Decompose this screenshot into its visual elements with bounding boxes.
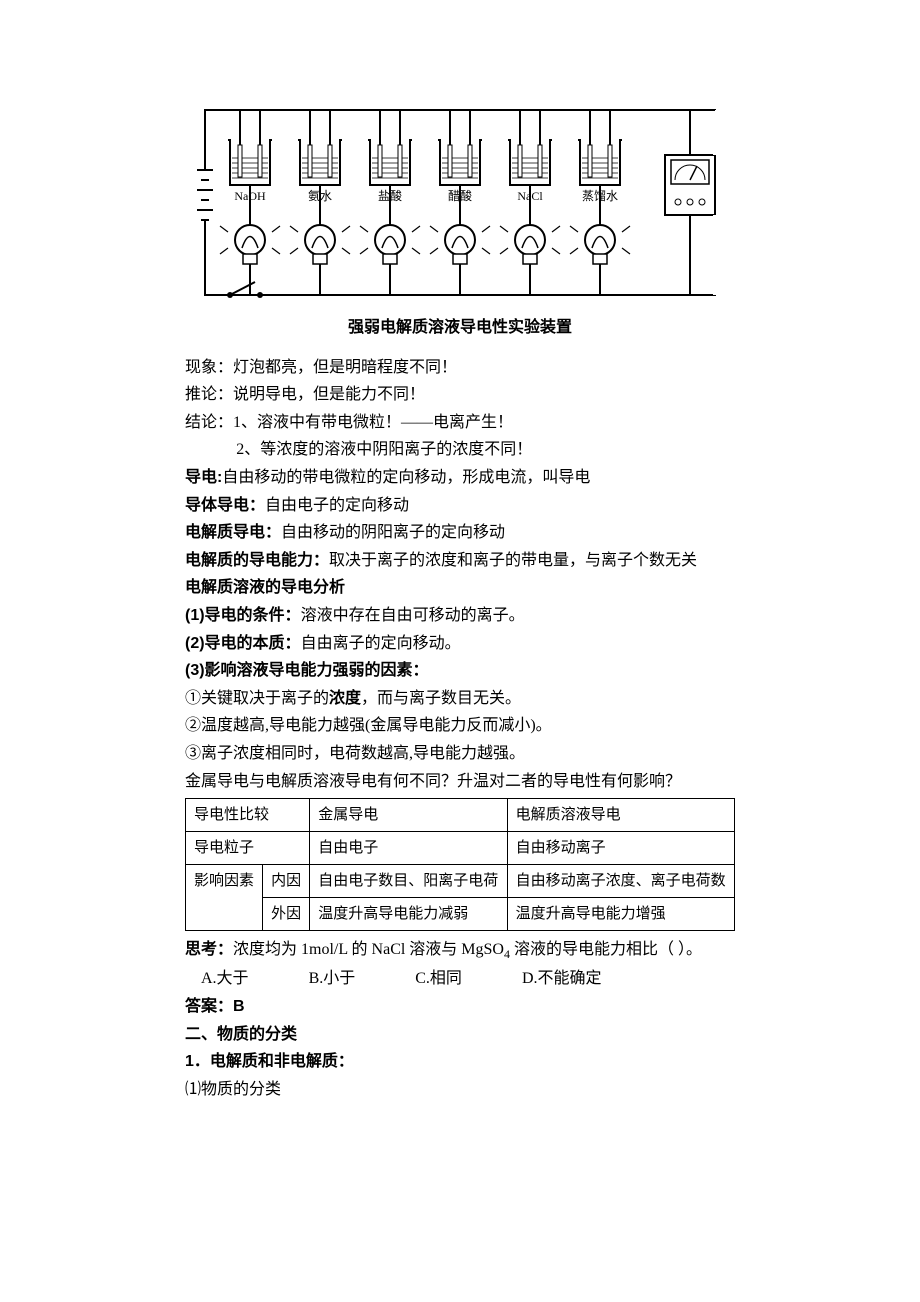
text: 自由移动的阴阳离子的定向移动 xyxy=(281,524,505,541)
label: 现象： xyxy=(185,359,233,376)
label: 思考： xyxy=(185,941,233,958)
factor-3: ③离子浓度相同时，电荷数越高,导电能力越强。 xyxy=(185,741,735,767)
keyword: 浓度 xyxy=(329,690,361,707)
label: 推论： xyxy=(185,386,233,403)
label: 电解质导电： xyxy=(185,524,281,541)
row-internal-metal: 自由电子数目、阳离子电荷 xyxy=(310,865,507,898)
label: (1)导电的条件： xyxy=(185,607,301,624)
point-1: (1)导电的条件：溶液中存在自由可移动的离子。 xyxy=(185,603,735,629)
text: 自由电子的定向移动 xyxy=(265,497,409,514)
row-external-metal: 温度升高导电能力减弱 xyxy=(310,898,507,931)
factor-1: ①关键取决于离子的浓度，而与离子数目无关。 xyxy=(185,686,735,712)
table-row: 外因 温度升高导电能力减弱 温度升高导电能力增强 xyxy=(186,898,735,931)
experiment-diagram: NaOH氨水盐酸醋酸NaCl蒸馏水 xyxy=(195,100,725,305)
cell-3: 醋酸 xyxy=(430,110,490,295)
text: 取决于离子的浓度和离子的带电量，与离子个数无关 xyxy=(329,552,697,569)
pre: ①关键取决于离子的 xyxy=(185,690,329,707)
compare-question: 金属导电与电解质溶液导电有何不同？升温对二者的导电性有何影响？ xyxy=(185,769,735,795)
value: B xyxy=(233,998,245,1015)
cell-4: NaCl xyxy=(500,110,560,295)
point-3: (3)影响溶液导电能力强弱的因素： xyxy=(185,658,735,684)
battery-icon xyxy=(197,110,213,295)
option-c: C.相同 xyxy=(415,966,462,992)
electrolyte-ability: 电解质的导电能力：取决于离子的浓度和离子的带电量，与离子个数无关 xyxy=(185,548,735,574)
conductor-def: 导体导电：自由电子的定向移动 xyxy=(185,493,735,519)
label: 答案： xyxy=(185,998,233,1015)
label: (2)导电的本质： xyxy=(185,635,301,652)
option-d: D.不能确定 xyxy=(522,966,602,992)
option-b: B.小于 xyxy=(309,966,356,992)
point-2: (2)导电的本质：自由离子的定向移动。 xyxy=(185,631,735,657)
text-post: 溶液的导电能力相比（ ）。 xyxy=(510,941,702,958)
label: 电解质的导电能力： xyxy=(185,552,329,569)
table-row: 导电性比较 金属导电 电解质溶液导电 xyxy=(186,799,735,832)
header-compare: 导电性比较 xyxy=(186,799,310,832)
table-row: 导电粒子 自由电子 自由移动离子 xyxy=(186,832,735,865)
row-factor-label: 影响因素 xyxy=(186,865,263,931)
label: 导体导电： xyxy=(185,497,265,514)
ammeter-icon xyxy=(665,110,715,295)
row-internal-label: 内因 xyxy=(263,865,310,898)
header-electrolyte: 电解质溶液导电 xyxy=(507,799,734,832)
option-a: A.大于 xyxy=(201,966,249,992)
page-root: NaOH氨水盐酸醋酸NaCl蒸馏水 强弱电解质溶液导电性实验装置 现象：灯泡都亮… xyxy=(0,0,920,1302)
think-question: 思考：浓度均为 1mol/L 的 NaCl 溶液与 MgSO4 溶液的导电能力相… xyxy=(185,937,735,964)
cell-2: 盐酸 xyxy=(360,110,420,295)
conclusion-line-1: 结论：1、溶液中有带电微粒！——电离产生！ xyxy=(185,410,735,436)
header-metal: 金属导电 xyxy=(310,799,507,832)
text: 溶液中存在自由可移动的离子。 xyxy=(301,607,525,624)
row-external-label: 外因 xyxy=(263,898,310,931)
post: ，而与离子数目无关。 xyxy=(361,690,521,707)
cell-0: NaOH xyxy=(220,110,280,295)
row-external-elec: 温度升高导电能力增强 xyxy=(507,898,734,931)
section-2-title: 二、物质的分类 xyxy=(185,1022,735,1048)
label: 结论： xyxy=(185,414,233,431)
electrolysis-cells: NaOH氨水盐酸醋酸NaCl蒸馏水 xyxy=(220,110,630,295)
comparison-table: 导电性比较 金属导电 电解质溶液导电 导电粒子 自由电子 自由移动离子 影响因素… xyxy=(185,798,735,931)
electrolyte-conduct-def: 电解质导电：自由移动的阴阳离子的定向移动 xyxy=(185,520,735,546)
row-particle-metal: 自由电子 xyxy=(310,832,507,865)
section-2-sub2: ⑴物质的分类 xyxy=(185,1077,735,1103)
analysis-title: 电解质溶液的导电分析 xyxy=(185,575,735,601)
options-row: A.大于 B.小于 C.相同 D.不能确定 xyxy=(201,966,735,992)
label: 导电: xyxy=(185,469,222,486)
row-particle-elec: 自由移动离子 xyxy=(507,832,734,865)
inference-line: 推论：说明导电，但是能力不同！ xyxy=(185,382,735,408)
conclusion-line-2: 2、等浓度的溶液中阴阳离子的浓度不同！ xyxy=(185,437,735,463)
text: 灯泡都亮，但是明暗程度不同！ xyxy=(233,359,457,376)
phenomenon-line: 现象：灯泡都亮，但是明暗程度不同！ xyxy=(185,355,735,381)
text: 自由移动的带电微粒的定向移动，形成电流，叫导电 xyxy=(222,469,590,486)
section-2-sub1: 1．电解质和非电解质： xyxy=(185,1049,735,1075)
table-row: 影响因素 内因 自由电子数目、阳离子电荷 自由移动离子浓度、离子电荷数 xyxy=(186,865,735,898)
factor-2: ②温度越高,导电能力越强(金属导电能力反而减小)。 xyxy=(185,713,735,739)
answer-line: 答案：B xyxy=(185,994,735,1020)
row-internal-elec: 自由移动离子浓度、离子电荷数 xyxy=(507,865,734,898)
conduction-def: 导电:自由移动的带电微粒的定向移动，形成电流，叫导电 xyxy=(185,465,735,491)
circuit-svg: NaOH氨水盐酸醋酸NaCl蒸馏水 xyxy=(195,100,725,305)
text: 说明导电，但是能力不同！ xyxy=(233,386,425,403)
text: 1、溶液中有带电微粒！——电离产生！ xyxy=(233,414,513,431)
text-pre: 浓度均为 1mol/L 的 NaCl 溶液与 MgSO xyxy=(233,941,504,958)
text: 2、等浓度的溶液中阴阳离子的浓度不同！ xyxy=(236,441,532,458)
cell-5: 蒸馏水 xyxy=(570,110,630,295)
diagram-caption: 强弱电解质溶液导电性实验装置 xyxy=(185,315,735,341)
cell-1: 氨水 xyxy=(290,110,350,295)
row-particle-label: 导电粒子 xyxy=(186,832,310,865)
text: 自由离子的定向移动。 xyxy=(301,635,461,652)
